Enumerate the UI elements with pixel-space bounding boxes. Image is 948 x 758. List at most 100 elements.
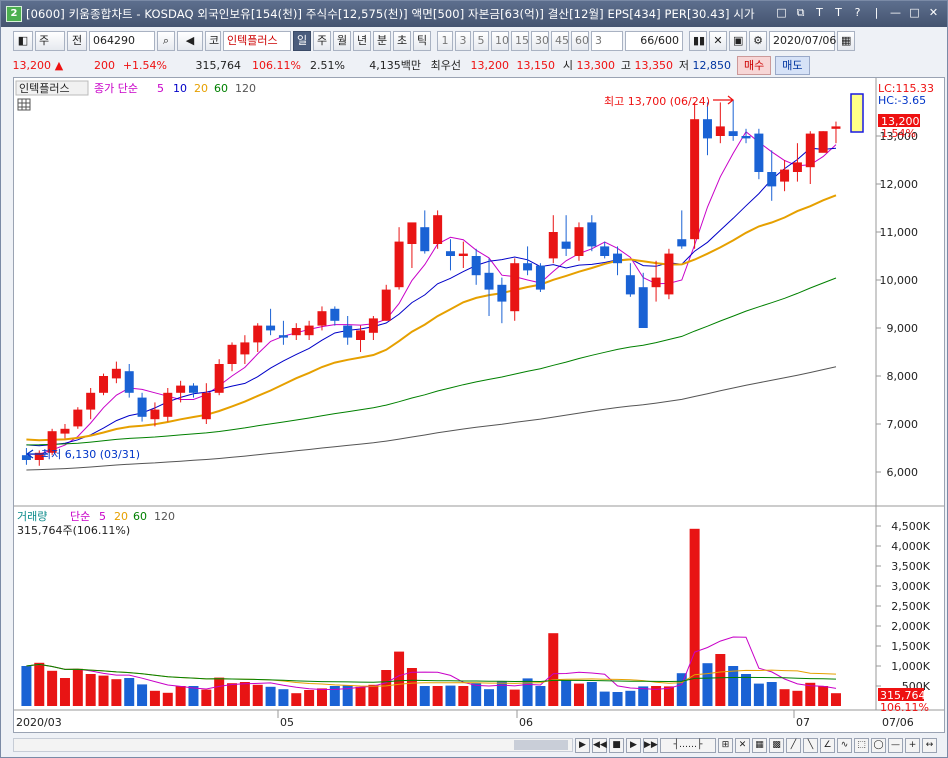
- buy-button[interactable]: 매수: [737, 55, 772, 75]
- window-link-icon[interactable]: □: [776, 6, 787, 19]
- volume-bar: [162, 692, 173, 706]
- volume-bar: [34, 662, 45, 706]
- custom-minute-select[interactable]: 3: [591, 31, 623, 51]
- settings-icon[interactable]: ⚙: [749, 31, 767, 51]
- volume-tick-label: 1,000K: [891, 660, 930, 673]
- period-select[interactable]: 주: [35, 31, 65, 51]
- maximize-button[interactable]: □: [909, 6, 920, 19]
- rewind-icon[interactable]: ◀◀: [592, 737, 607, 753]
- range-icon[interactable]: ┤‥‥‥├: [660, 737, 716, 753]
- table-toggle-icon[interactable]: [17, 98, 31, 111]
- tab-tick[interactable]: 틱: [413, 31, 431, 51]
- low-label: 저: [678, 59, 689, 72]
- scroll-thumb[interactable]: [514, 740, 568, 750]
- marquee-icon[interactable]: ⬚: [854, 737, 869, 753]
- price-change: 200: [94, 58, 115, 72]
- last-candle-highlight[interactable]: [850, 93, 864, 133]
- tab-month[interactable]: 월: [333, 31, 351, 51]
- candle-body: [754, 133, 764, 172]
- chart-area[interactable]: 인텍플러스 종가 단순 5 10 20 60 120 거래량 단순 5 20 6…: [13, 77, 945, 733]
- volume-bar: [612, 692, 623, 706]
- trend-line-icon[interactable]: ╱: [786, 737, 801, 753]
- date-input[interactable]: 2020/07/06: [769, 31, 836, 51]
- calendar-icon[interactable]: ▦: [837, 31, 855, 51]
- candle-type-icon[interactable]: ▮▮: [689, 31, 707, 51]
- minute-45[interactable]: 45: [551, 31, 569, 51]
- wave-icon[interactable]: ∿: [837, 737, 852, 753]
- line-tool-icon[interactable]: ∠: [820, 737, 835, 753]
- candle-body: [574, 227, 584, 256]
- tab-week[interactable]: 주: [313, 31, 331, 51]
- lc-label: LC:115.33: [878, 82, 934, 95]
- zoom-in-icon[interactable]: +: [905, 737, 920, 753]
- trade-amount: 4,135백만: [369, 59, 421, 72]
- legend-name-box[interactable]: [15, 80, 89, 96]
- volume-ratio: 106.11%: [252, 58, 301, 72]
- play-icon[interactable]: ▶: [626, 737, 641, 753]
- grid-dense-icon[interactable]: ▩: [769, 737, 784, 753]
- trend-down-icon[interactable]: ╲: [803, 737, 818, 753]
- minute-1[interactable]: 1: [437, 31, 453, 51]
- legend-ma20: 20: [194, 82, 208, 95]
- cross-icon[interactable]: ✕: [735, 737, 750, 753]
- price-tick-label: 6,000: [887, 466, 919, 479]
- save-icon[interactable]: ▣: [729, 31, 747, 51]
- volume-tick-label: 4,000K: [891, 540, 930, 553]
- minute-5[interactable]: 5: [473, 31, 489, 51]
- circle-tool-icon[interactable]: ◯: [871, 737, 886, 753]
- volume-tick-label: 4,500K: [891, 520, 930, 533]
- close-button[interactable]: ✕: [928, 6, 939, 19]
- candle-body: [780, 169, 790, 182]
- scroll-right-icon[interactable]: ▶: [575, 737, 590, 753]
- tab-minute[interactable]: 분: [373, 31, 391, 51]
- volume-tick-label: 2,500K: [891, 600, 930, 613]
- volume-bar: [573, 683, 584, 706]
- volume-ma20-line: [26, 663, 837, 687]
- candle-body: [471, 256, 481, 276]
- candle-body: [535, 265, 545, 290]
- tab-second[interactable]: 초: [393, 31, 411, 51]
- help-icon[interactable]: ?: [854, 6, 861, 19]
- sell-button[interactable]: 매도: [775, 55, 810, 75]
- minute-3[interactable]: 3: [455, 31, 471, 51]
- minute-15[interactable]: 15: [511, 31, 529, 51]
- chart-scrollbar[interactable]: [13, 738, 573, 752]
- stock-code-input[interactable]: 064290: [89, 31, 155, 51]
- zoom-out-icon[interactable]: —: [888, 737, 903, 753]
- low-price: 12,850: [692, 58, 732, 72]
- tab-day[interactable]: 일: [293, 31, 311, 51]
- data-count: 66: [640, 34, 655, 47]
- chart-svg[interactable]: 인텍플러스 종가 단순 5 10 20 60 120 거래량 단순 5 20 6…: [14, 78, 944, 732]
- volume-tick-label: 2,000K: [891, 620, 930, 633]
- minimize-button[interactable]: —: [890, 6, 901, 19]
- pan-icon[interactable]: ↔: [922, 737, 937, 753]
- pin-icon[interactable]: T: [816, 6, 823, 19]
- window-split-icon[interactable]: ⧉: [796, 6, 805, 19]
- tab-year[interactable]: 년: [353, 31, 371, 51]
- volume-bar: [445, 685, 456, 706]
- layout-button[interactable]: ◧: [13, 31, 33, 51]
- volume-ma5-line: [26, 636, 837, 691]
- minute-60[interactable]: 60: [571, 31, 589, 51]
- current-price-tag-text: 13,200: [881, 115, 920, 128]
- zoom-period-icon[interactable]: ⊞: [718, 737, 733, 753]
- market-button[interactable]: 코: [205, 31, 221, 51]
- sound-icon[interactable]: ◀: [177, 31, 203, 51]
- font-icon[interactable]: T: [835, 6, 842, 19]
- prev-button[interactable]: 전: [67, 31, 87, 51]
- volume-bar: [689, 528, 700, 706]
- stop-icon[interactable]: ■: [609, 737, 624, 753]
- candle-body: [510, 263, 520, 312]
- minute-10[interactable]: 10: [491, 31, 509, 51]
- volume-legend-series: 단순: [70, 510, 90, 523]
- fast-forward-icon[interactable]: ▶▶: [643, 737, 658, 753]
- grid-icon[interactable]: ▦: [752, 737, 767, 753]
- data-count-input[interactable]: 66/600: [625, 31, 683, 51]
- best-ask: 13,200: [470, 58, 510, 72]
- search-icon[interactable]: ⌕: [157, 31, 175, 51]
- volume-bar: [355, 686, 366, 706]
- crosshair-icon[interactable]: ✕: [709, 31, 727, 51]
- volume-bar: [535, 686, 546, 706]
- volume-bar: [149, 690, 160, 706]
- minute-30[interactable]: 30: [531, 31, 549, 51]
